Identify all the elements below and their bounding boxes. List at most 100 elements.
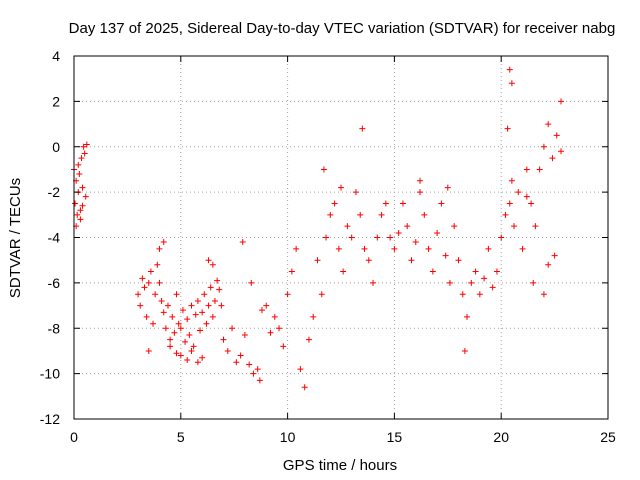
data-point	[201, 291, 208, 298]
y-tick-label: 0	[52, 139, 60, 155]
data-point	[446, 279, 453, 286]
chart-title: Day 137 of 2025, Sidereal Day-to-day VTE…	[69, 20, 616, 37]
data-point	[79, 202, 86, 209]
data-point	[318, 291, 325, 298]
data-point	[75, 161, 82, 168]
data-point	[498, 234, 505, 241]
data-point	[305, 336, 312, 343]
data-point	[150, 320, 157, 327]
data-point	[271, 313, 278, 320]
data-point	[169, 313, 176, 320]
data-point	[80, 143, 87, 150]
data-point	[455, 257, 462, 264]
data-point	[179, 307, 186, 314]
data-point	[194, 359, 201, 366]
data-point	[395, 229, 402, 236]
data-point	[141, 284, 148, 291]
data-point	[220, 336, 227, 343]
data-point	[77, 216, 84, 223]
data-point	[229, 325, 236, 332]
data-point	[167, 336, 174, 343]
data-point	[320, 166, 327, 173]
data-point	[536, 166, 543, 173]
data-point	[218, 302, 225, 309]
data-point	[184, 357, 191, 364]
data-point	[237, 352, 244, 359]
data-point	[173, 291, 180, 298]
data-point	[276, 325, 283, 332]
data-point	[239, 239, 246, 246]
data-point	[248, 279, 255, 286]
data-point	[207, 284, 214, 291]
data-point	[79, 184, 86, 191]
data-point	[417, 189, 424, 196]
data-point	[532, 223, 539, 230]
data-point	[78, 155, 85, 162]
data-point	[476, 291, 483, 298]
data-point	[523, 193, 530, 200]
data-point	[258, 307, 265, 314]
data-point	[374, 234, 381, 241]
data-point	[417, 177, 424, 184]
axis-ticks	[73, 55, 609, 420]
data-point	[459, 291, 466, 298]
data-point	[461, 347, 468, 354]
data-point	[506, 200, 513, 207]
data-point	[184, 316, 191, 323]
data-point	[549, 155, 556, 162]
data-point	[197, 327, 204, 334]
data-point	[199, 309, 206, 316]
data-point	[293, 245, 300, 252]
data-point	[145, 347, 152, 354]
x-axis-label: GPS time / hours	[283, 457, 397, 474]
data-point	[357, 211, 364, 218]
y-tick-label: -6	[48, 275, 61, 291]
data-point	[188, 347, 195, 354]
y-tick-label: -4	[48, 230, 61, 246]
data-point	[404, 223, 411, 230]
data-point	[209, 313, 216, 320]
data-point	[502, 211, 509, 218]
data-point	[352, 189, 359, 196]
data-point	[545, 261, 552, 268]
data-point	[246, 361, 253, 368]
data-point	[177, 352, 184, 359]
data-point	[250, 370, 257, 377]
data-point	[519, 245, 526, 252]
data-point	[551, 252, 558, 259]
gridlines	[74, 56, 608, 419]
data-point	[162, 325, 169, 332]
data-point	[233, 359, 240, 366]
y-tick-label: -12	[40, 411, 60, 427]
data-point	[408, 257, 415, 264]
data-point	[338, 184, 344, 191]
data-point	[156, 245, 163, 252]
data-point	[515, 189, 522, 196]
data-point	[359, 125, 366, 132]
x-tick-label: 25	[600, 429, 616, 445]
data-point	[508, 177, 515, 184]
data-point	[158, 298, 165, 305]
data-point	[83, 141, 90, 148]
data-point	[331, 200, 338, 207]
data-point	[493, 268, 500, 275]
x-tick-label: 20	[493, 429, 509, 445]
data-point	[481, 275, 488, 282]
data-point	[530, 279, 537, 286]
y-tick-label: 2	[52, 93, 60, 109]
data-point	[194, 298, 201, 305]
data-point	[156, 279, 163, 286]
data-point	[365, 257, 372, 264]
data-point	[256, 377, 263, 384]
data-point	[434, 229, 441, 236]
data-point	[147, 268, 154, 275]
data-point	[190, 343, 197, 350]
data-point	[378, 211, 385, 218]
data-point	[72, 200, 79, 207]
data-point	[74, 211, 81, 218]
data-point	[387, 234, 394, 241]
data-point	[464, 313, 471, 320]
data-point	[297, 366, 304, 373]
x-tick-label: 10	[280, 429, 296, 445]
data-point	[81, 150, 88, 157]
